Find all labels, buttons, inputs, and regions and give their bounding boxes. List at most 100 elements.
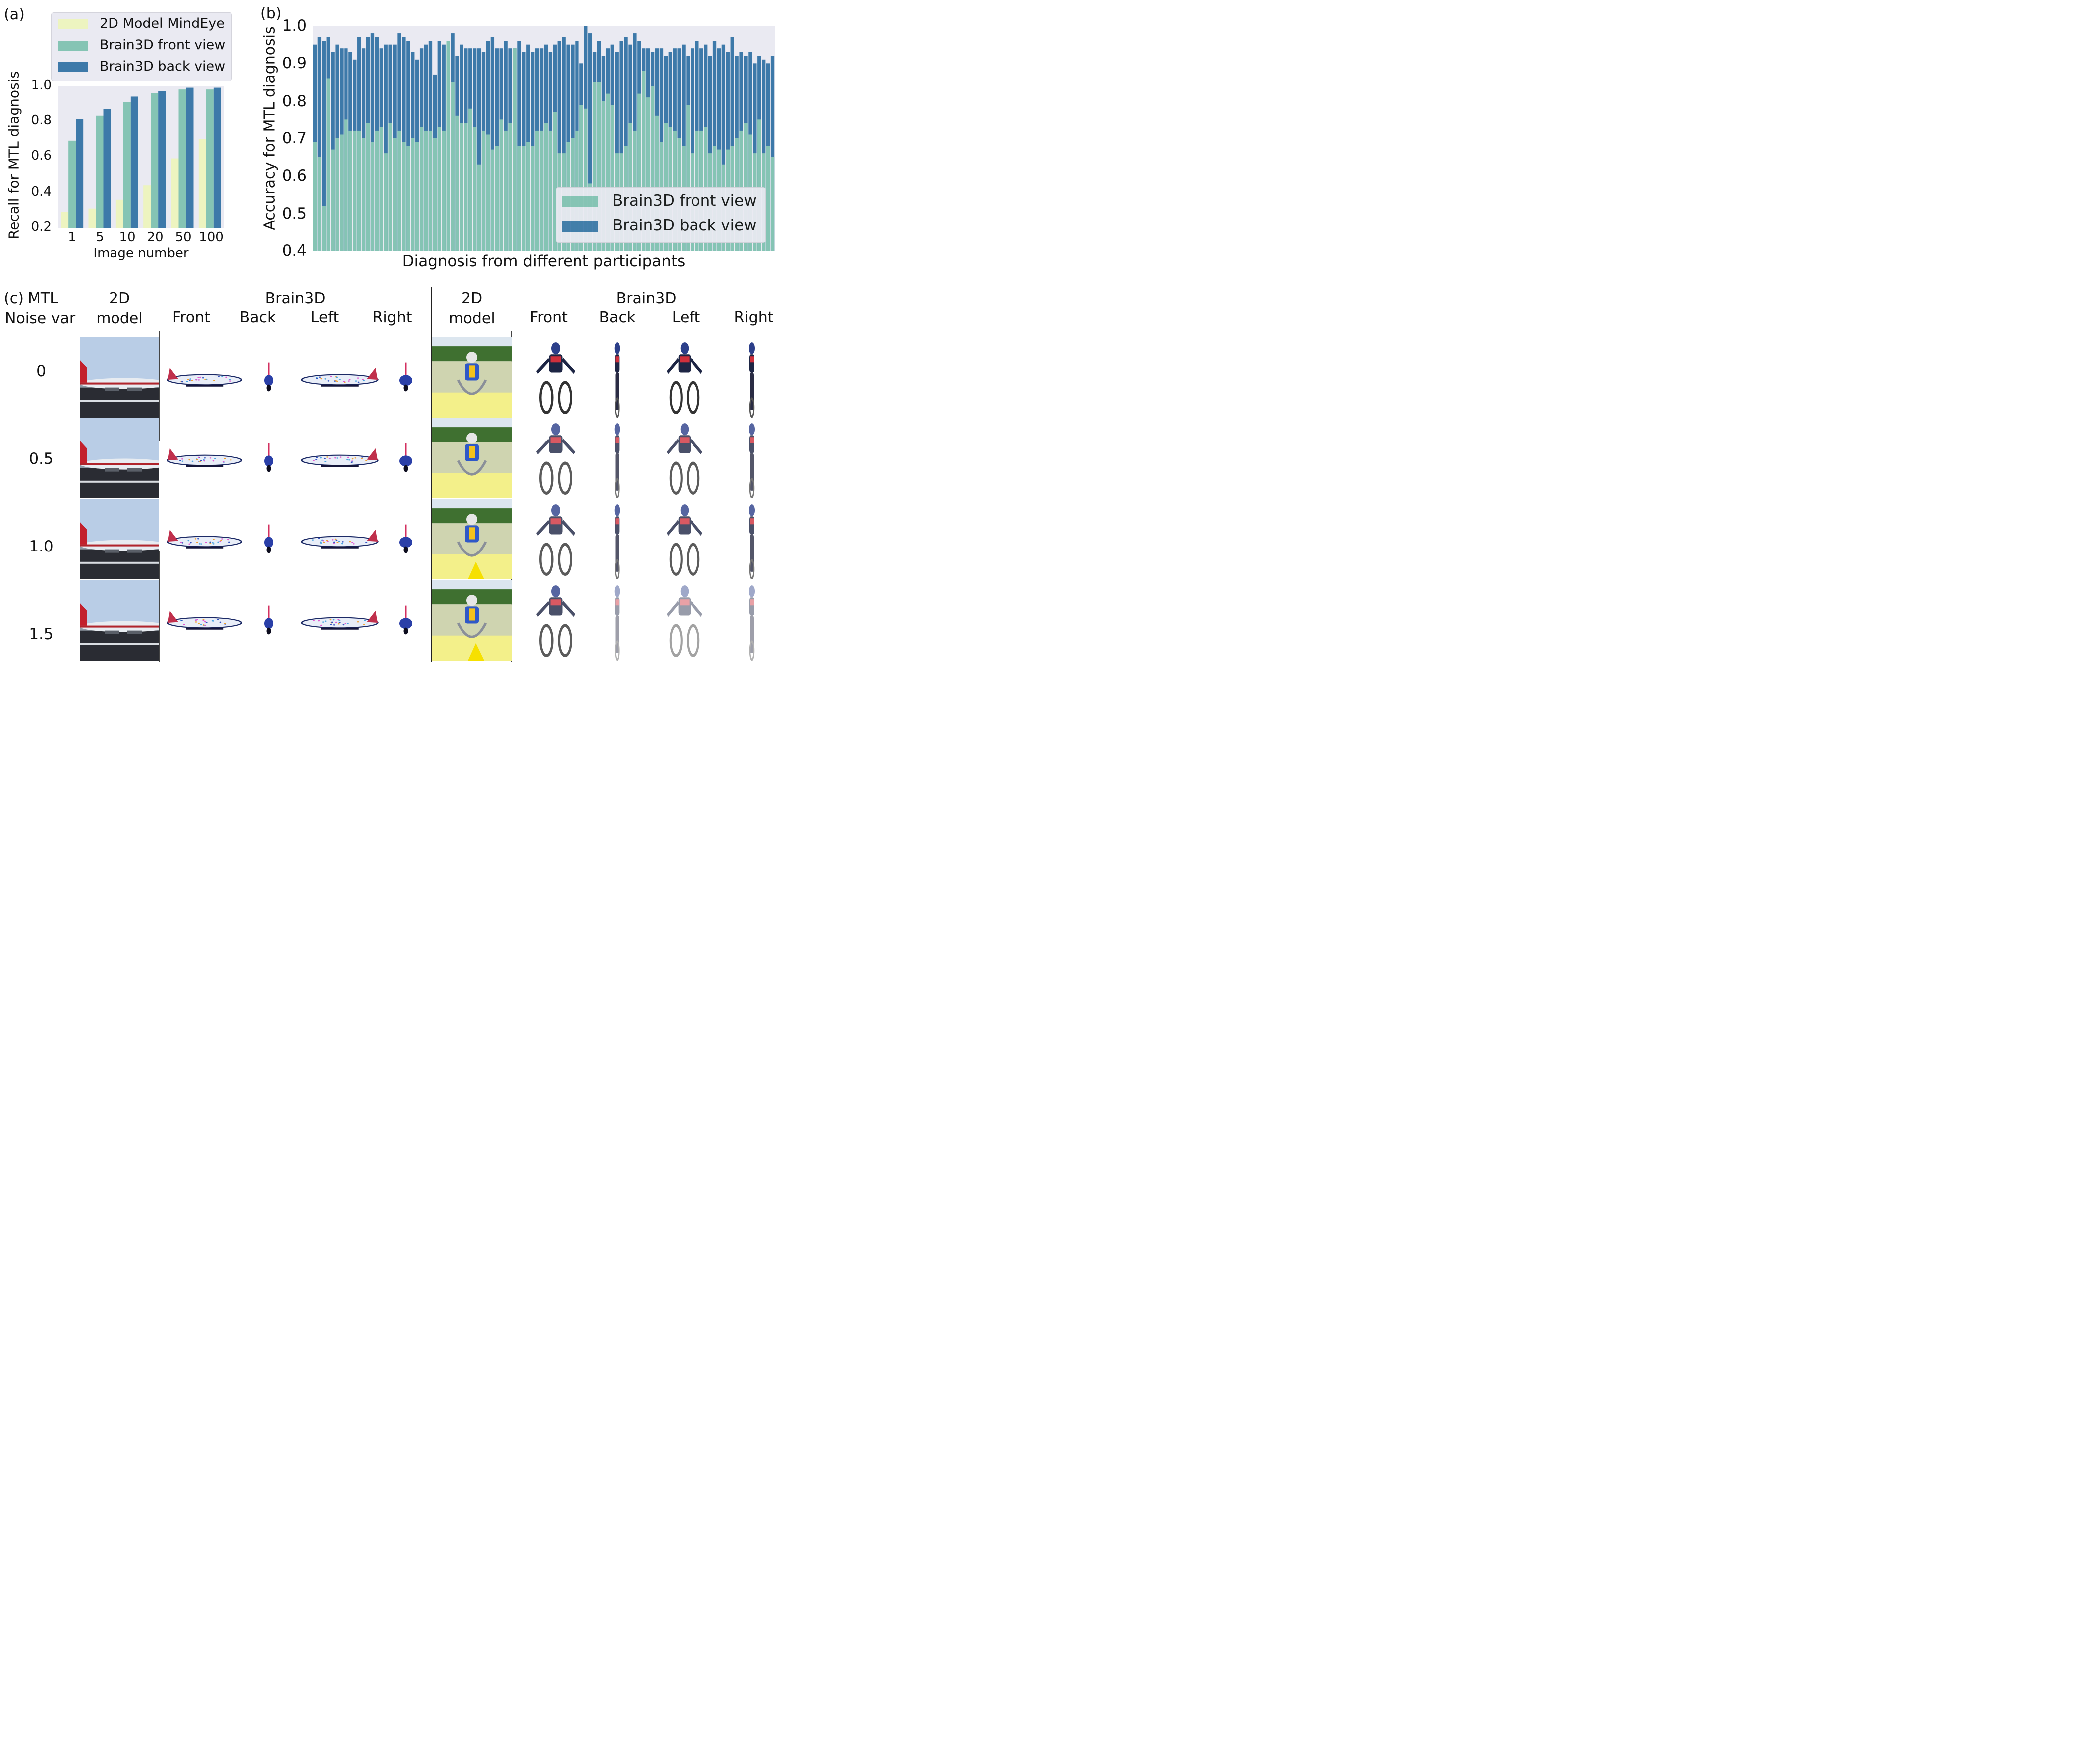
wheel [540,463,552,493]
texture-dot [357,377,359,378]
wheel [540,383,552,413]
bar [380,127,383,251]
texture-dot [209,543,211,544]
texture-dot [221,538,223,539]
bar [508,123,512,251]
jersey-accent [680,356,689,362]
fuselage [168,537,242,547]
texture-dot [338,541,340,542]
texture-dot [227,539,229,540]
texture-dot [332,539,334,540]
bar [513,48,516,251]
y-tick-label: 0.9 [282,54,307,72]
texture-dot [204,625,206,626]
arm [537,359,549,372]
wing-shadow [186,547,223,549]
bar [455,116,459,251]
rider-figure [537,585,575,656]
texture-dot [221,376,223,377]
helmet [681,342,689,354]
runway-line [80,643,159,645]
texture-dot [209,542,211,543]
noise-level-label: 0.5 [10,450,73,468]
texture-dot [212,542,214,543]
jersey-accent [750,599,754,605]
texture-dot [346,459,348,460]
runway-line [80,562,159,564]
input-image-jetski [432,418,512,498]
tail [168,368,178,380]
bar [468,109,472,251]
texture-dot [204,457,206,458]
tail [367,368,378,380]
jersey-accent [680,599,689,605]
bar [433,138,437,251]
arm [691,602,701,615]
y-tick-label: 0.6 [282,167,307,185]
texture-dot [180,542,182,543]
view-label-right: Right [362,309,422,326]
bar [331,150,334,251]
helmet [466,352,477,363]
bar [313,142,317,251]
bar [393,138,396,251]
reconstruction-rider-left [657,499,712,579]
texture-dot [199,543,201,544]
helmet [749,423,755,435]
body [264,375,273,386]
bar [464,123,467,251]
y-tick-label: 0.4 [282,242,307,260]
texture-dot [191,380,193,381]
bar [544,123,548,251]
texture-dot [362,379,364,380]
texture-dot [189,380,191,381]
bar [482,131,485,251]
bar [504,131,507,251]
texture-dot [205,542,207,543]
helmet [466,595,477,606]
texture-dot [355,380,357,381]
texture-dot [213,539,215,540]
texture-dot [217,619,219,620]
texture-dot [229,379,231,380]
sky [80,499,159,547]
texture-dot [197,538,199,539]
reconstruction-rider-left [657,337,712,418]
nose [267,628,271,635]
texture-dot [189,378,191,379]
bar [535,131,539,251]
texture-dot [329,458,331,459]
bar [362,138,365,251]
view-label-back: Back [228,309,288,326]
reconstruction-airplane-right [386,352,426,407]
reconstruction-airplane-back [249,514,289,569]
jersey-accent [750,356,754,362]
texture-dot [313,460,315,461]
texture-dot [204,379,206,380]
helmet [681,504,689,516]
runway-line [80,400,159,402]
body [399,455,412,466]
texture-dot [365,460,367,461]
nose [267,547,271,553]
helmet [551,585,560,597]
bar [384,153,388,251]
dotted-divider [159,287,160,662]
panel-b-y-axis-label: Accuracy for MTL diagnosis [261,26,279,230]
texture-dot [312,539,314,540]
texture-dot [327,380,329,381]
texture-dot [195,621,197,622]
texture-dot [320,542,322,543]
texture-dot [330,619,332,620]
helmet [615,585,620,597]
bar [327,78,330,251]
texture-dot [343,381,345,382]
arm [691,440,701,453]
nose [404,465,408,472]
bar [322,206,326,251]
panel-b-x-axis-label: Diagnosis from different participants [313,252,775,270]
jersey-accent [616,599,619,605]
body [399,375,412,386]
jersey-accent [551,518,561,524]
legend-swatch [562,220,598,232]
